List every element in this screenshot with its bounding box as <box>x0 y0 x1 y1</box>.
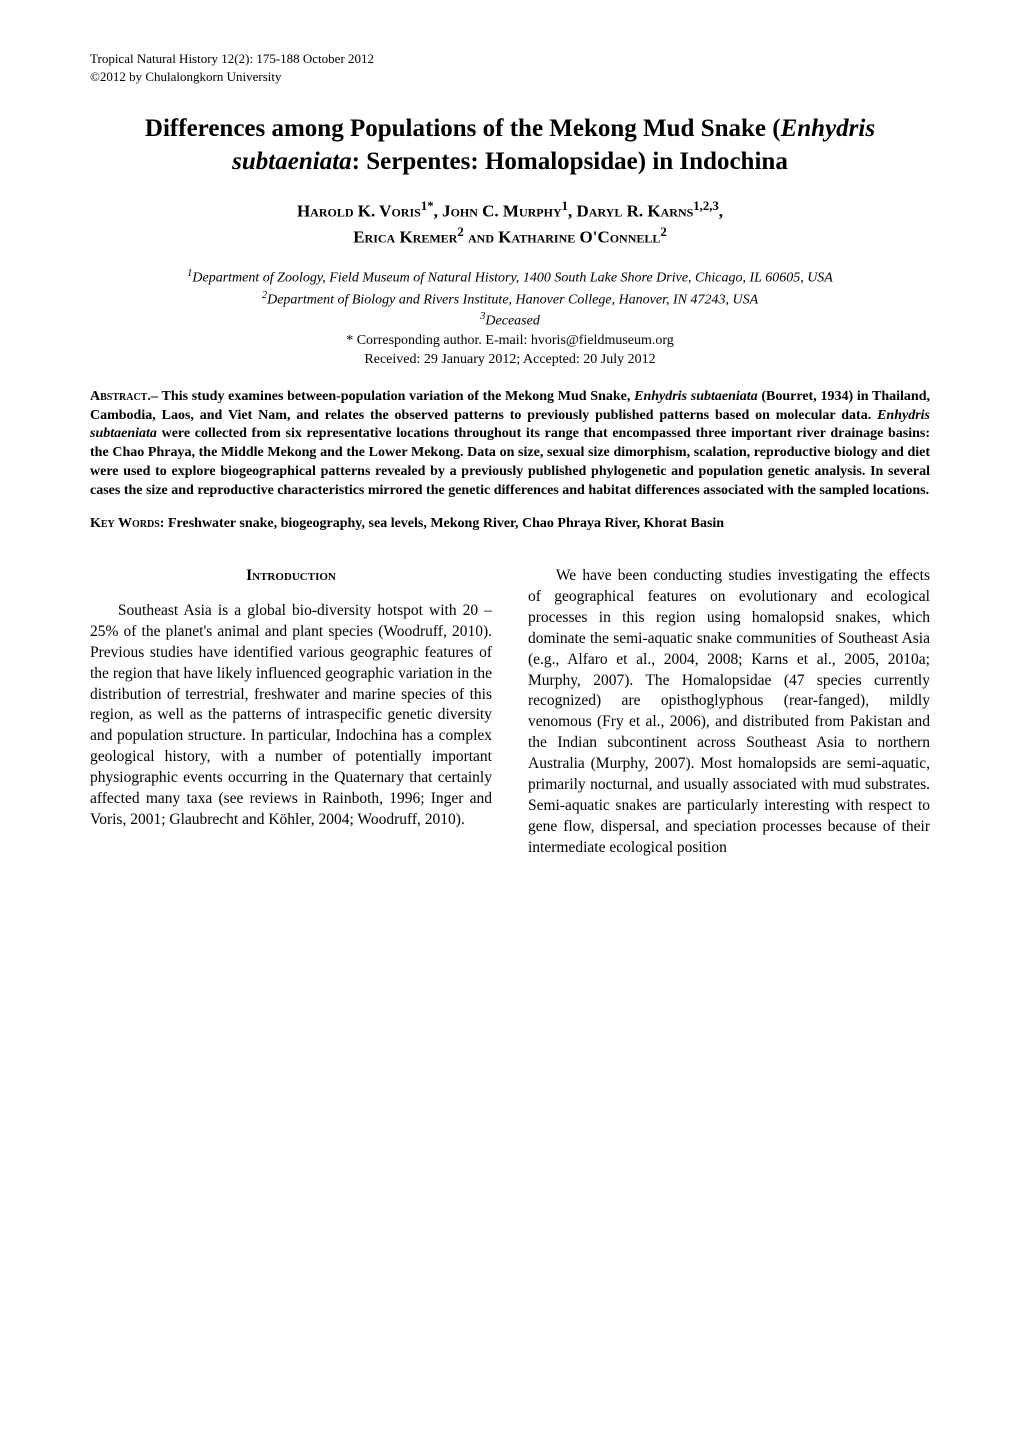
author-5-sup: 2 <box>660 225 666 239</box>
author-3-name: Daryl R. Karns <box>577 202 694 221</box>
abstract-italic-1: Enhydris subtaeniata <box>634 389 758 404</box>
keywords-text: Freshwater snake, biogeography, sea leve… <box>168 516 724 531</box>
author-line-2: Erica Kremer2 and Katharine O'Connell2 <box>90 224 930 250</box>
author-sep-34: , <box>719 202 723 221</box>
keywords-lead: Key Words: <box>90 516 168 531</box>
affil-2-text: Department of Biology and Rivers Institu… <box>267 292 758 307</box>
column-left: Introduction Southeast Asia is a global … <box>90 566 492 859</box>
author-5-name: Katharine O'Connell <box>498 227 660 246</box>
author-sep-45: and <box>464 227 499 246</box>
article-title: Differences among Populations of the Mek… <box>90 113 930 178</box>
affiliation-block: 1Department of Zoology, Field Museum of … <box>90 267 930 369</box>
author-3-sup: 1,2,3 <box>693 199 719 213</box>
body-columns: Introduction Southeast Asia is a global … <box>90 566 930 859</box>
intro-para-left: Southeast Asia is a global bio-diversity… <box>90 601 492 831</box>
abstract-lead: Abstract.– <box>90 389 162 404</box>
title-plain: Differences among Populations of the Mek… <box>145 115 781 142</box>
title-after-italic: : Serpentes: Homalopsidae) in Indochina <box>352 148 788 175</box>
corresponding-author: * Corresponding author. E-mail: hvoris@f… <box>90 332 930 351</box>
column-right: We have been conducting studies investig… <box>528 566 930 859</box>
abstract-body-3: were collected from six representative l… <box>90 426 930 498</box>
running-head-line1: Tropical Natural History 12(2): 175-188 … <box>90 50 930 68</box>
affiliation-3: 3Deceased <box>90 310 930 332</box>
author-sep-12: , <box>434 202 443 221</box>
author-4-name: Erica Kremer <box>353 227 457 246</box>
affil-1-text: Department of Zoology, Field Museum of N… <box>192 271 832 286</box>
author-line-1: Harold K. Voris1*, John C. Murphy1, Dary… <box>90 198 930 224</box>
running-head-line2: ©2012 by Chulalongkorn University <box>90 68 930 86</box>
abstract-body-1: This study examines between-population v… <box>162 389 635 404</box>
section-heading-introduction: Introduction <box>90 566 492 587</box>
intro-para-right: We have been conducting studies investig… <box>528 566 930 859</box>
received-accepted: Received: 29 January 2012; Accepted: 20 … <box>90 351 930 370</box>
abstract: Abstract.– This study examines between-p… <box>90 388 930 501</box>
author-2-name: John C. Murphy <box>442 202 562 221</box>
affiliation-2: 2Department of Biology and Rivers Instit… <box>90 289 930 311</box>
author-1-name: Harold K. Voris <box>297 202 421 221</box>
author-1-sup: 1* <box>421 199 434 213</box>
affil-3-text: Deceased <box>485 314 539 329</box>
keywords: Key Words: Freshwater snake, biogeograph… <box>90 515 930 534</box>
author-list: Harold K. Voris1*, John C. Murphy1, Dary… <box>90 198 930 249</box>
author-sep-23: , <box>568 202 577 221</box>
running-head: Tropical Natural History 12(2): 175-188 … <box>90 50 930 85</box>
affiliation-1: 1Department of Zoology, Field Museum of … <box>90 267 930 289</box>
